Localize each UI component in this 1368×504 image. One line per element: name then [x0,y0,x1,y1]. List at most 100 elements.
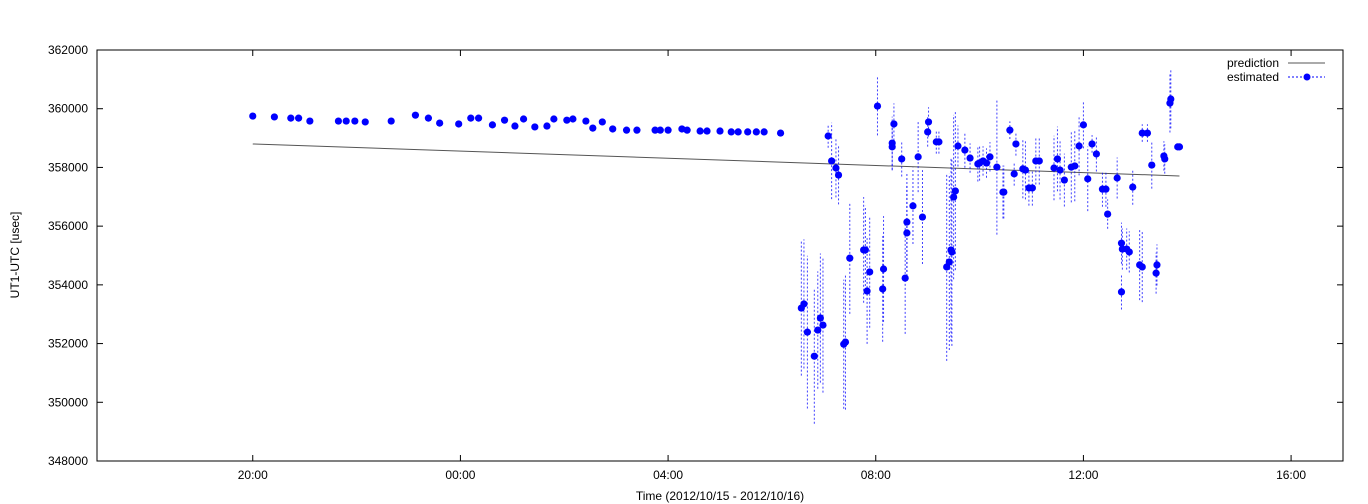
data-point [474,114,483,122]
data-point [1028,184,1036,192]
data-point [1092,150,1100,158]
data-point [1084,175,1092,183]
data-point [664,126,672,134]
data-point [436,119,444,127]
data-point [455,120,463,128]
axes: 348000 350000 352000 354000 356000 358000 3600… [48,43,1343,482]
data-point [1117,239,1126,247]
x-axis-label: Time (2012/10/15 - 2012/10/16) [636,489,804,503]
x-tick-label: 04:00 [653,468,683,482]
data-point [361,118,369,126]
data-point [948,248,956,256]
x-tick-label: 12:00 [1068,468,1098,482]
y-tick-label: 352000 [48,337,88,351]
data-point [841,338,850,346]
data-point [918,213,927,221]
data-point [961,146,969,154]
data-point [832,164,840,172]
data-point [1167,95,1175,103]
data-point [800,300,808,308]
data-point [879,285,887,293]
data-point [1113,174,1121,182]
data-point [488,121,497,129]
data-point [1143,129,1152,137]
data-point [760,128,768,136]
data-point [500,116,509,124]
data-point [898,155,906,163]
y-tick-label: 350000 [48,395,88,409]
data-point [863,287,871,295]
y-tick-label: 348000 [48,454,88,468]
data-point [342,117,350,125]
data-point [903,229,911,237]
data-point [295,114,303,122]
data-point [622,126,631,134]
data-point [511,122,519,130]
data-point [982,159,991,167]
data-point [890,120,898,128]
data-point [966,154,974,162]
data-point [1056,166,1064,174]
data-point [582,117,590,125]
plot-frame [96,49,1344,462]
data-point [954,142,962,150]
x-tick-label: 08:00 [861,468,891,482]
data-point [1006,126,1014,134]
data-point [609,125,617,133]
data-point [814,326,822,334]
data-point [651,126,659,134]
data-point [531,123,539,131]
data-point [846,254,854,262]
data-point [951,187,959,195]
data-point [1148,161,1156,169]
data-point [598,118,606,126]
data-point [249,112,257,120]
legend: prediction estimated [1227,56,1325,84]
data-point [879,265,888,273]
legend-label-estimated: estimated [1227,70,1279,84]
data-point [1125,248,1133,256]
data-point [1117,288,1126,296]
data-point [888,139,896,147]
data-point [306,117,314,125]
data-point [351,117,359,125]
data-point [1104,210,1112,218]
legend-marker-estimated [1303,73,1311,81]
data-point [716,127,724,135]
data-point [683,126,691,134]
data-point [1079,121,1088,129]
data-point [950,193,958,201]
y-tick-label: 362000 [48,43,88,57]
data-point [935,138,943,146]
y-tick-label: 360000 [48,102,88,116]
data-point [467,114,475,122]
data-point [1152,269,1160,277]
data-point [1050,164,1058,172]
data-point [1175,143,1184,151]
data-point [744,128,752,136]
data-point [834,171,843,179]
data-point [914,153,922,161]
data-point [287,114,295,122]
data-point [909,202,917,210]
data-point [633,126,641,134]
data-point [1075,142,1083,150]
data-point [819,321,827,329]
data-point [727,128,735,136]
data-point [569,115,577,123]
y-axis-label: UT1-UTC [usec] [8,212,22,299]
data-point [924,128,932,136]
data-point [270,113,278,121]
data-point [543,122,551,130]
data-point [1138,263,1146,271]
data-point [752,128,760,136]
data-point [924,118,933,126]
y-tick-label: 356000 [48,219,88,233]
data-point [563,116,571,124]
data-point [986,153,994,161]
data-point [1000,188,1008,196]
data-point [816,314,824,322]
data-point [424,114,433,122]
data-point [696,127,704,135]
data-point [1035,157,1043,165]
